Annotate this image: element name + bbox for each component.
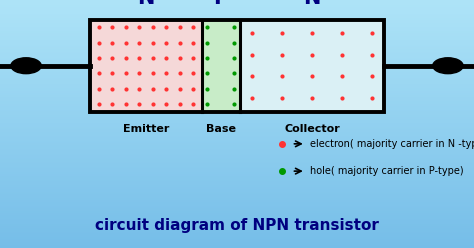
Text: circuit diagram of NPN transistor: circuit diagram of NPN transistor: [95, 218, 379, 233]
Text: hole( majority carrier in P-type): hole( majority carrier in P-type): [310, 166, 464, 176]
Text: Emitter: Emitter: [123, 124, 169, 134]
Text: Collector: Collector: [284, 124, 340, 134]
Circle shape: [433, 58, 463, 74]
Text: P: P: [213, 0, 228, 7]
Bar: [240, 20, 384, 112]
Bar: [90, 20, 202, 112]
Bar: [202, 20, 240, 112]
Bar: [90, 20, 384, 112]
Text: N: N: [137, 0, 155, 7]
Text: Base: Base: [206, 124, 236, 134]
Circle shape: [11, 58, 41, 74]
Text: N: N: [303, 0, 320, 7]
Text: electron( majority carrier in N -type): electron( majority carrier in N -type): [310, 139, 474, 149]
